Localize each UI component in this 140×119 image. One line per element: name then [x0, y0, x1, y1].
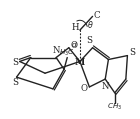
- Text: N: N: [102, 82, 109, 91]
- Text: $\theta$: $\theta$: [87, 19, 94, 30]
- Text: O: O: [71, 41, 78, 50]
- Text: O: O: [80, 84, 87, 93]
- Text: C: C: [93, 11, 100, 20]
- Text: M: M: [75, 58, 85, 67]
- Text: N: N: [52, 46, 60, 55]
- Text: H: H: [71, 23, 79, 32]
- Text: $d$: $d$: [71, 40, 78, 49]
- Text: S: S: [129, 48, 135, 57]
- Text: S: S: [86, 36, 92, 45]
- Text: S: S: [12, 58, 18, 67]
- Text: S: S: [12, 78, 18, 87]
- Text: $H_3C$: $H_3C$: [59, 47, 75, 58]
- Text: $CH_3$: $CH_3$: [107, 101, 122, 112]
